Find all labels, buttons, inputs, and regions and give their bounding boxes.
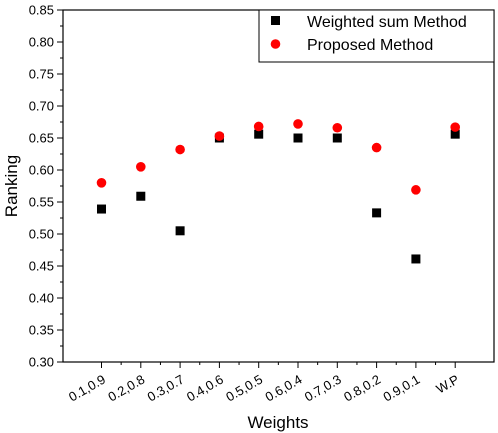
x-axis-ticks: 0.1,0.90.2,0.80.3,0.70.4,0.60.5,0.50.6,0… bbox=[66, 362, 462, 404]
x-tick-label: 0.8,0.2 bbox=[341, 372, 383, 405]
legend-box bbox=[258, 9, 495, 63]
point-proposed bbox=[96, 178, 107, 188]
y-tick-label: 0.80 bbox=[29, 35, 54, 50]
legend: Weighted sum Method Proposed Method bbox=[258, 9, 495, 63]
legend-marker-proposed bbox=[270, 39, 281, 49]
x-tick-label: 0.2,0.8 bbox=[105, 372, 147, 405]
y-axis-title: Ranking bbox=[2, 155, 21, 217]
point-weighted-sum bbox=[450, 129, 460, 139]
x-tick-label: 0.3,0.7 bbox=[145, 372, 187, 405]
plot-frame bbox=[62, 9, 495, 363]
point-proposed bbox=[253, 121, 264, 132]
point-proposed bbox=[136, 162, 146, 172]
y-tick-label: 0.75 bbox=[29, 67, 54, 82]
point-weighted-sum bbox=[175, 226, 185, 236]
legend-label-weighted-sum: Weighted sum Method bbox=[307, 14, 467, 31]
x-tick-label: 0.5,0.5 bbox=[223, 372, 265, 405]
point-proposed bbox=[411, 185, 421, 195]
point-weighted-sum bbox=[254, 129, 264, 139]
point-weighted-sum bbox=[372, 208, 382, 218]
point-weighted-sum bbox=[97, 204, 106, 214]
x-tick-label: 0.1,0.9 bbox=[66, 372, 108, 405]
point-weighted-sum bbox=[136, 191, 146, 201]
y-tick-label: 0.85 bbox=[29, 3, 54, 18]
x-tick-label: 0.9,0.1 bbox=[380, 372, 422, 405]
y-tick-label: 0.70 bbox=[29, 99, 54, 114]
y-tick-label: 0.30 bbox=[29, 355, 54, 370]
point-weighted-sum bbox=[411, 254, 421, 264]
legend-marker-weighted-sum bbox=[271, 16, 280, 25]
x-tick-label: 0.6,0.4 bbox=[263, 372, 305, 405]
y-tick-label: 0.40 bbox=[29, 291, 54, 306]
x-axis-title: Weights bbox=[247, 413, 308, 432]
point-proposed bbox=[450, 122, 461, 132]
y-tick-label: 0.60 bbox=[29, 163, 54, 178]
x-tick-label: 0.4,0.6 bbox=[184, 372, 226, 405]
point-proposed bbox=[293, 119, 303, 129]
y-axis-ticks: 0.30 0.35 0.40 0.45 0.50 0.55 0.60 0.65 0.70 0.75… bbox=[29, 3, 63, 370]
point-weighted-sum bbox=[332, 133, 342, 143]
x-tick-label: W.P bbox=[434, 372, 462, 397]
point-proposed bbox=[332, 122, 343, 133]
y-tick-label: 0.45 bbox=[29, 259, 54, 274]
y-tick-label: 0.65 bbox=[29, 131, 54, 146]
legend-label-proposed: Proposed Method bbox=[307, 37, 433, 54]
y-tick-label: 0.50 bbox=[29, 227, 54, 242]
y-tick-label: 0.35 bbox=[29, 323, 54, 338]
x-tick-label: 0.7,0.3 bbox=[302, 372, 344, 405]
y-tick-label: 0.55 bbox=[29, 195, 54, 210]
point-weighted-sum bbox=[293, 133, 303, 143]
point-proposed bbox=[214, 131, 225, 141]
data-points bbox=[96, 119, 461, 264]
point-proposed bbox=[371, 142, 382, 153]
point-proposed bbox=[175, 144, 185, 155]
